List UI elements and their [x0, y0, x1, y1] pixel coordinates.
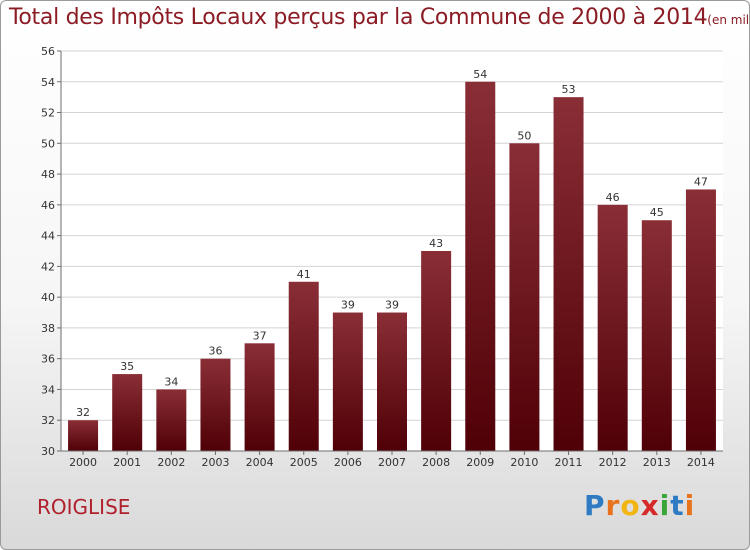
bar: [597, 204, 628, 451]
y-tick-label: 50: [41, 137, 55, 150]
y-tick-label: 40: [41, 291, 55, 304]
y-tick-label: 42: [41, 260, 55, 273]
data-label: 50: [517, 129, 531, 142]
data-label: 39: [385, 299, 399, 312]
data-label: 37: [253, 329, 267, 342]
commune-name: ROIGLISE: [37, 495, 131, 519]
logo-letter: P: [584, 489, 606, 522]
data-label: 46: [606, 191, 620, 204]
bar: [68, 420, 99, 451]
data-label: 36: [208, 345, 222, 358]
x-tick-label: 2003: [201, 456, 229, 469]
y-tick-label: 54: [41, 76, 55, 89]
y-tick-label: 38: [41, 322, 55, 335]
x-tick-label: 2008: [422, 456, 450, 469]
logo-letter: t: [670, 489, 685, 522]
y-tick-label: 44: [41, 230, 55, 243]
x-tick-label: 2014: [687, 456, 715, 469]
data-label: 53: [562, 83, 576, 96]
bar: [509, 143, 540, 452]
logo-letter: r: [605, 489, 621, 522]
logo-letter: x: [640, 489, 660, 522]
y-tick-label: 56: [41, 45, 55, 58]
y-tick-label: 30: [41, 445, 55, 458]
bar: [200, 358, 231, 451]
y-tick-label: 34: [41, 383, 55, 396]
logo-letter: o: [620, 489, 641, 522]
bar: [377, 312, 407, 451]
bar: [465, 81, 496, 452]
y-tick-label: 48: [41, 168, 55, 181]
x-tick-label: 2004: [246, 456, 274, 469]
proxiti-logo: Proxiti: [584, 489, 695, 522]
x-tick-label: 2009: [466, 456, 494, 469]
y-tick-label: 36: [41, 353, 55, 366]
x-tick-label: 2000: [69, 456, 97, 469]
bar: [288, 281, 319, 451]
x-tick-label: 2001: [113, 456, 141, 469]
y-tick-label: 32: [41, 414, 55, 427]
data-label: 43: [429, 237, 443, 250]
x-tick-label: 2013: [643, 456, 671, 469]
logo-letter: i: [659, 489, 671, 522]
bar: [156, 389, 187, 451]
x-tick-label: 2011: [555, 456, 583, 469]
x-tick-label: 2007: [378, 456, 406, 469]
x-tick-label: 2006: [334, 456, 362, 469]
bar: [553, 97, 584, 452]
bar: [685, 189, 716, 451]
data-label: 34: [164, 375, 178, 388]
chart-title-text: Total des Impôts Locaux perçus par la Co…: [9, 5, 708, 30]
x-tick-label: 2002: [157, 456, 185, 469]
data-label: 32: [76, 406, 90, 419]
x-tick-label: 2010: [510, 456, 538, 469]
data-label: 39: [341, 299, 355, 312]
data-label: 41: [297, 268, 311, 281]
bar: [421, 251, 452, 451]
bar: [244, 343, 275, 451]
bar: [641, 220, 672, 451]
bar: [332, 312, 363, 451]
y-tick-label: 52: [41, 107, 55, 120]
x-tick-label: 2005: [290, 456, 318, 469]
data-label: 35: [120, 360, 134, 373]
data-label: 47: [694, 175, 708, 188]
chart-unit: (en milliers d'€): [707, 13, 750, 27]
x-tick-label: 2012: [599, 456, 627, 469]
logo-letter: i: [684, 489, 696, 522]
chart-title: Total des Impôts Locaux perçus par la Co…: [9, 5, 750, 30]
bar: [112, 374, 143, 451]
data-label: 54: [473, 68, 487, 81]
data-label: 45: [650, 206, 664, 219]
y-tick-label: 46: [41, 199, 55, 212]
